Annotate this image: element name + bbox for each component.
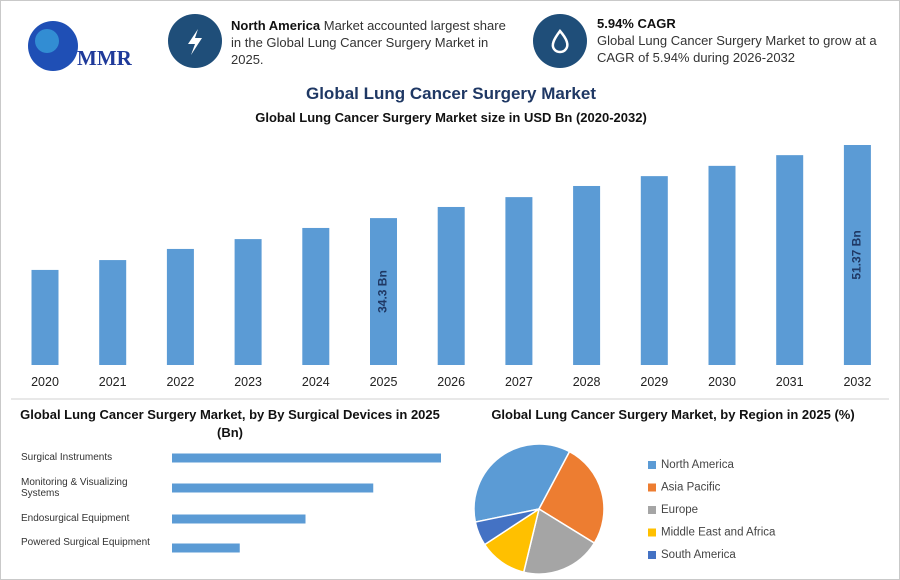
bar bbox=[172, 543, 240, 553]
bar bbox=[776, 155, 804, 365]
header-item: North America Market accounted largest s… bbox=[231, 17, 511, 68]
header-text: Market accounted largest share in the Gl… bbox=[231, 18, 506, 67]
logo-text: MMR bbox=[77, 46, 133, 70]
chart-title: Global Lung Cancer Surgery Market size i… bbox=[255, 110, 647, 125]
x-tick-label: 2024 bbox=[302, 375, 330, 389]
category-label: Powered Surgical Equipment bbox=[21, 537, 150, 548]
bar bbox=[172, 453, 441, 463]
pie-slice bbox=[474, 508, 540, 546]
pie-slice bbox=[522, 507, 596, 575]
x-tick-label: 2029 bbox=[640, 375, 668, 389]
bar bbox=[505, 197, 533, 365]
bar bbox=[573, 185, 601, 365]
x-tick-label: 2031 bbox=[776, 375, 804, 389]
header-bold: North America bbox=[231, 18, 321, 33]
bar bbox=[708, 165, 736, 365]
pie-slice bbox=[473, 443, 571, 523]
legend-label: South America bbox=[661, 549, 736, 561]
chart-title: Global Lung Cancer Surgery Market, by Re… bbox=[491, 407, 855, 422]
category-label: Surgical Instruments bbox=[21, 452, 113, 463]
bar bbox=[370, 218, 397, 365]
x-tick-label: 2021 bbox=[99, 375, 127, 389]
bar bbox=[99, 260, 127, 365]
legend-swatch bbox=[648, 461, 656, 469]
legend-label: Asia Pacific bbox=[661, 482, 721, 494]
bar bbox=[172, 514, 306, 524]
value-label: 34.3 Bn bbox=[376, 270, 390, 313]
pie-slice bbox=[538, 450, 605, 545]
bar bbox=[166, 248, 194, 365]
category-label: Monitoring & Visualizing Systems bbox=[21, 477, 128, 499]
x-tick-label: 2028 bbox=[573, 375, 601, 389]
x-tick-label: 2030 bbox=[708, 375, 736, 389]
header-bold: 5.94% CAGR bbox=[597, 16, 676, 31]
x-tick-label: 2026 bbox=[437, 375, 465, 389]
bar bbox=[843, 145, 871, 365]
chart-title: Global Lung Cancer Surgery Market, by By… bbox=[20, 407, 440, 440]
bar bbox=[437, 206, 465, 365]
header-item: 5.94% CAGR Global Lung Cancer Surgery Mar… bbox=[597, 15, 892, 66]
bar bbox=[31, 269, 59, 365]
logo-globe-light bbox=[35, 29, 59, 53]
x-tick-label: 2025 bbox=[370, 375, 398, 389]
bar bbox=[640, 176, 668, 365]
legend-swatch bbox=[648, 528, 656, 537]
legend-label: Europe bbox=[661, 504, 698, 516]
legend-label: North America bbox=[661, 459, 734, 471]
category-label: Endosurgical Equipment bbox=[21, 513, 130, 524]
bar bbox=[234, 239, 262, 365]
x-tick-label: 2022 bbox=[166, 375, 194, 389]
header-text: Global Lung Cancer Surgery Market to gro… bbox=[597, 33, 877, 65]
legend-swatch bbox=[648, 551, 656, 559]
x-tick-label: 2023 bbox=[234, 375, 262, 389]
legend-swatch bbox=[648, 483, 656, 492]
bar bbox=[172, 483, 374, 493]
x-tick-label: 2032 bbox=[843, 375, 871, 389]
icon-drop bbox=[551, 29, 569, 54]
main-title: Global Lung Cancer Surgery Market bbox=[306, 84, 596, 103]
x-tick-label: 2027 bbox=[505, 375, 533, 389]
legend-swatch bbox=[648, 506, 656, 514]
x-tick-label: 2020 bbox=[31, 375, 59, 389]
value-label: 51.37 Bn bbox=[850, 230, 864, 279]
bar bbox=[302, 227, 330, 365]
icon-bolt bbox=[188, 29, 202, 55]
legend-label: Middle East and Africa bbox=[661, 527, 776, 539]
icon-circle bbox=[533, 14, 587, 68]
